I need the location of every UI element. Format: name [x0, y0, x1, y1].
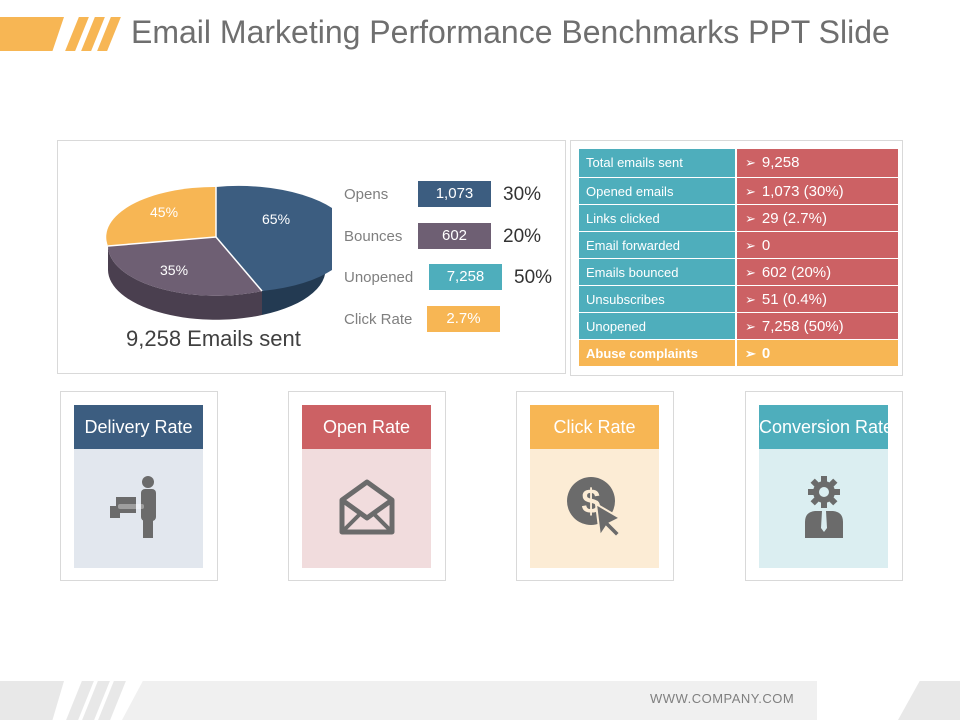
card-open-rate: Open Rate [288, 391, 446, 581]
pie-label-orange: 45% [150, 204, 178, 220]
pie-panel [57, 140, 566, 374]
metric-name-unopened: Unopened [344, 269, 414, 286]
table-row: Emails bounced ➢ 602 (20%) [579, 259, 898, 286]
stats-table-panel [570, 140, 903, 376]
footer-band [122, 681, 817, 720]
card-title: Conversion Rate [759, 405, 888, 449]
table-value: 9,258 [761, 154, 800, 171]
table-label: Unsubscribes [579, 286, 737, 312]
card-click-rate: Click Rate $ [516, 391, 674, 581]
card-body [759, 449, 888, 568]
open-envelope-icon [339, 479, 395, 535]
pie-slice-orange [106, 186, 216, 246]
table-label: Links clicked [579, 205, 737, 231]
table-row: Abuse complaints ➢ 0 [579, 340, 898, 367]
table-label: Unopened [579, 313, 737, 339]
metric-name-opens: Opens [344, 186, 389, 203]
table-value: 602 (20%) [761, 264, 832, 281]
table-value: 51 (0.4%) [761, 291, 827, 308]
metric-name-click-rate: Click Rate [344, 311, 413, 328]
table-value-cell: ➢ 7,258 (50%) [737, 313, 898, 339]
card-title: Open Rate [302, 405, 431, 449]
delivery-person-icon [110, 476, 156, 538]
table-value-cell: ➢ 51 (0.4%) [737, 286, 898, 312]
footer-url: WWW.COMPANY.COM [650, 691, 795, 706]
arrow-right-icon: ➢ [745, 292, 756, 307]
slide-title: Email Marketing Performance Benchmarks P… [131, 14, 890, 50]
table-value-cell: ➢ 0 [737, 232, 898, 258]
arrow-right-icon: ➢ [745, 155, 756, 170]
card-body [302, 449, 431, 568]
arrow-right-icon: ➢ [745, 346, 756, 361]
pie-chart: 65% 35% 45% [106, 185, 332, 320]
table-row: Email forwarded ➢ 0 [579, 232, 898, 259]
metric-percent-opens: 30% [503, 184, 542, 205]
table-label: Opened emails [579, 178, 737, 204]
table-value: 0 [761, 237, 771, 254]
pie-label-navy: 65% [262, 211, 290, 227]
card-title: Delivery Rate [74, 405, 203, 449]
arrow-right-icon: ➢ [745, 184, 756, 199]
pie-side-purple [108, 246, 262, 320]
card-conversion-rate: Conversion Rate [745, 391, 903, 581]
card-body [74, 449, 203, 568]
table-row: Unopened ➢ 7,258 (50%) [579, 313, 898, 340]
table-value-cell: ➢ 29 (2.7%) [737, 205, 898, 231]
table-row: Links clicked ➢ 29 (2.7%) [579, 205, 898, 232]
table-value-cell: ➢ 1,073 (30%) [737, 178, 898, 204]
pie-label-purple: 35% [160, 262, 188, 278]
table-value-cell: ➢ 602 (20%) [737, 259, 898, 285]
table-value-cell: ➢ 9,258 [737, 149, 898, 177]
table-value: 1,073 (30%) [761, 183, 844, 200]
footer-right-accent [898, 681, 960, 720]
svg-text:$: $ [582, 483, 601, 521]
pie-slice-purple [108, 237, 262, 296]
arrow-right-icon: ➢ [745, 238, 756, 253]
pie-side-navy [262, 237, 326, 315]
metric-percent-bounces: 20% [503, 226, 542, 247]
arrow-right-icon: ➢ [745, 265, 756, 280]
arrow-right-icon: ➢ [745, 319, 756, 334]
metric-percent-unopened: 50% [514, 267, 553, 288]
metric-box-bounces: 602 [418, 223, 491, 249]
footer-accent-bar [0, 681, 64, 720]
arrow-right-icon: ➢ [745, 211, 756, 226]
table-label: Total emails sent [579, 149, 737, 177]
table-value: 29 (2.7%) [761, 210, 827, 227]
table-value-cell: ➢ 0 [737, 340, 898, 366]
gear-person-icon [805, 476, 843, 538]
dollar-click-icon: $ [567, 477, 623, 538]
card-title: Click Rate [530, 405, 659, 449]
table-value: 0 [761, 345, 771, 362]
table-row: Total emails sent ➢ 9,258 [579, 149, 898, 178]
emails-sent-caption: 9,258 Emails sent [126, 326, 301, 351]
header-accent-bar [0, 17, 64, 51]
table-value: 7,258 (50%) [761, 318, 844, 335]
card-delivery-rate: Delivery Rate [60, 391, 218, 581]
stats-table: Total emails sent ➢ 9,258 Opened emails ➢… [579, 149, 898, 367]
table-label: Emails bounced [579, 259, 737, 285]
metric-box-unopened: 7,258 [429, 264, 502, 290]
table-row: Opened emails ➢ 1,073 (30%) [579, 178, 898, 205]
metric-box-click-rate: 2.7% [427, 306, 500, 332]
table-label: Email forwarded [579, 232, 737, 258]
pie-slice-navy [216, 185, 332, 291]
table-label: Abuse complaints [579, 340, 737, 366]
table-row: Unsubscribes ➢ 51 (0.4%) [579, 286, 898, 313]
metric-name-bounces: Bounces [344, 228, 403, 245]
metric-box-opens: 1,073 [418, 181, 491, 207]
card-body: $ [530, 449, 659, 568]
